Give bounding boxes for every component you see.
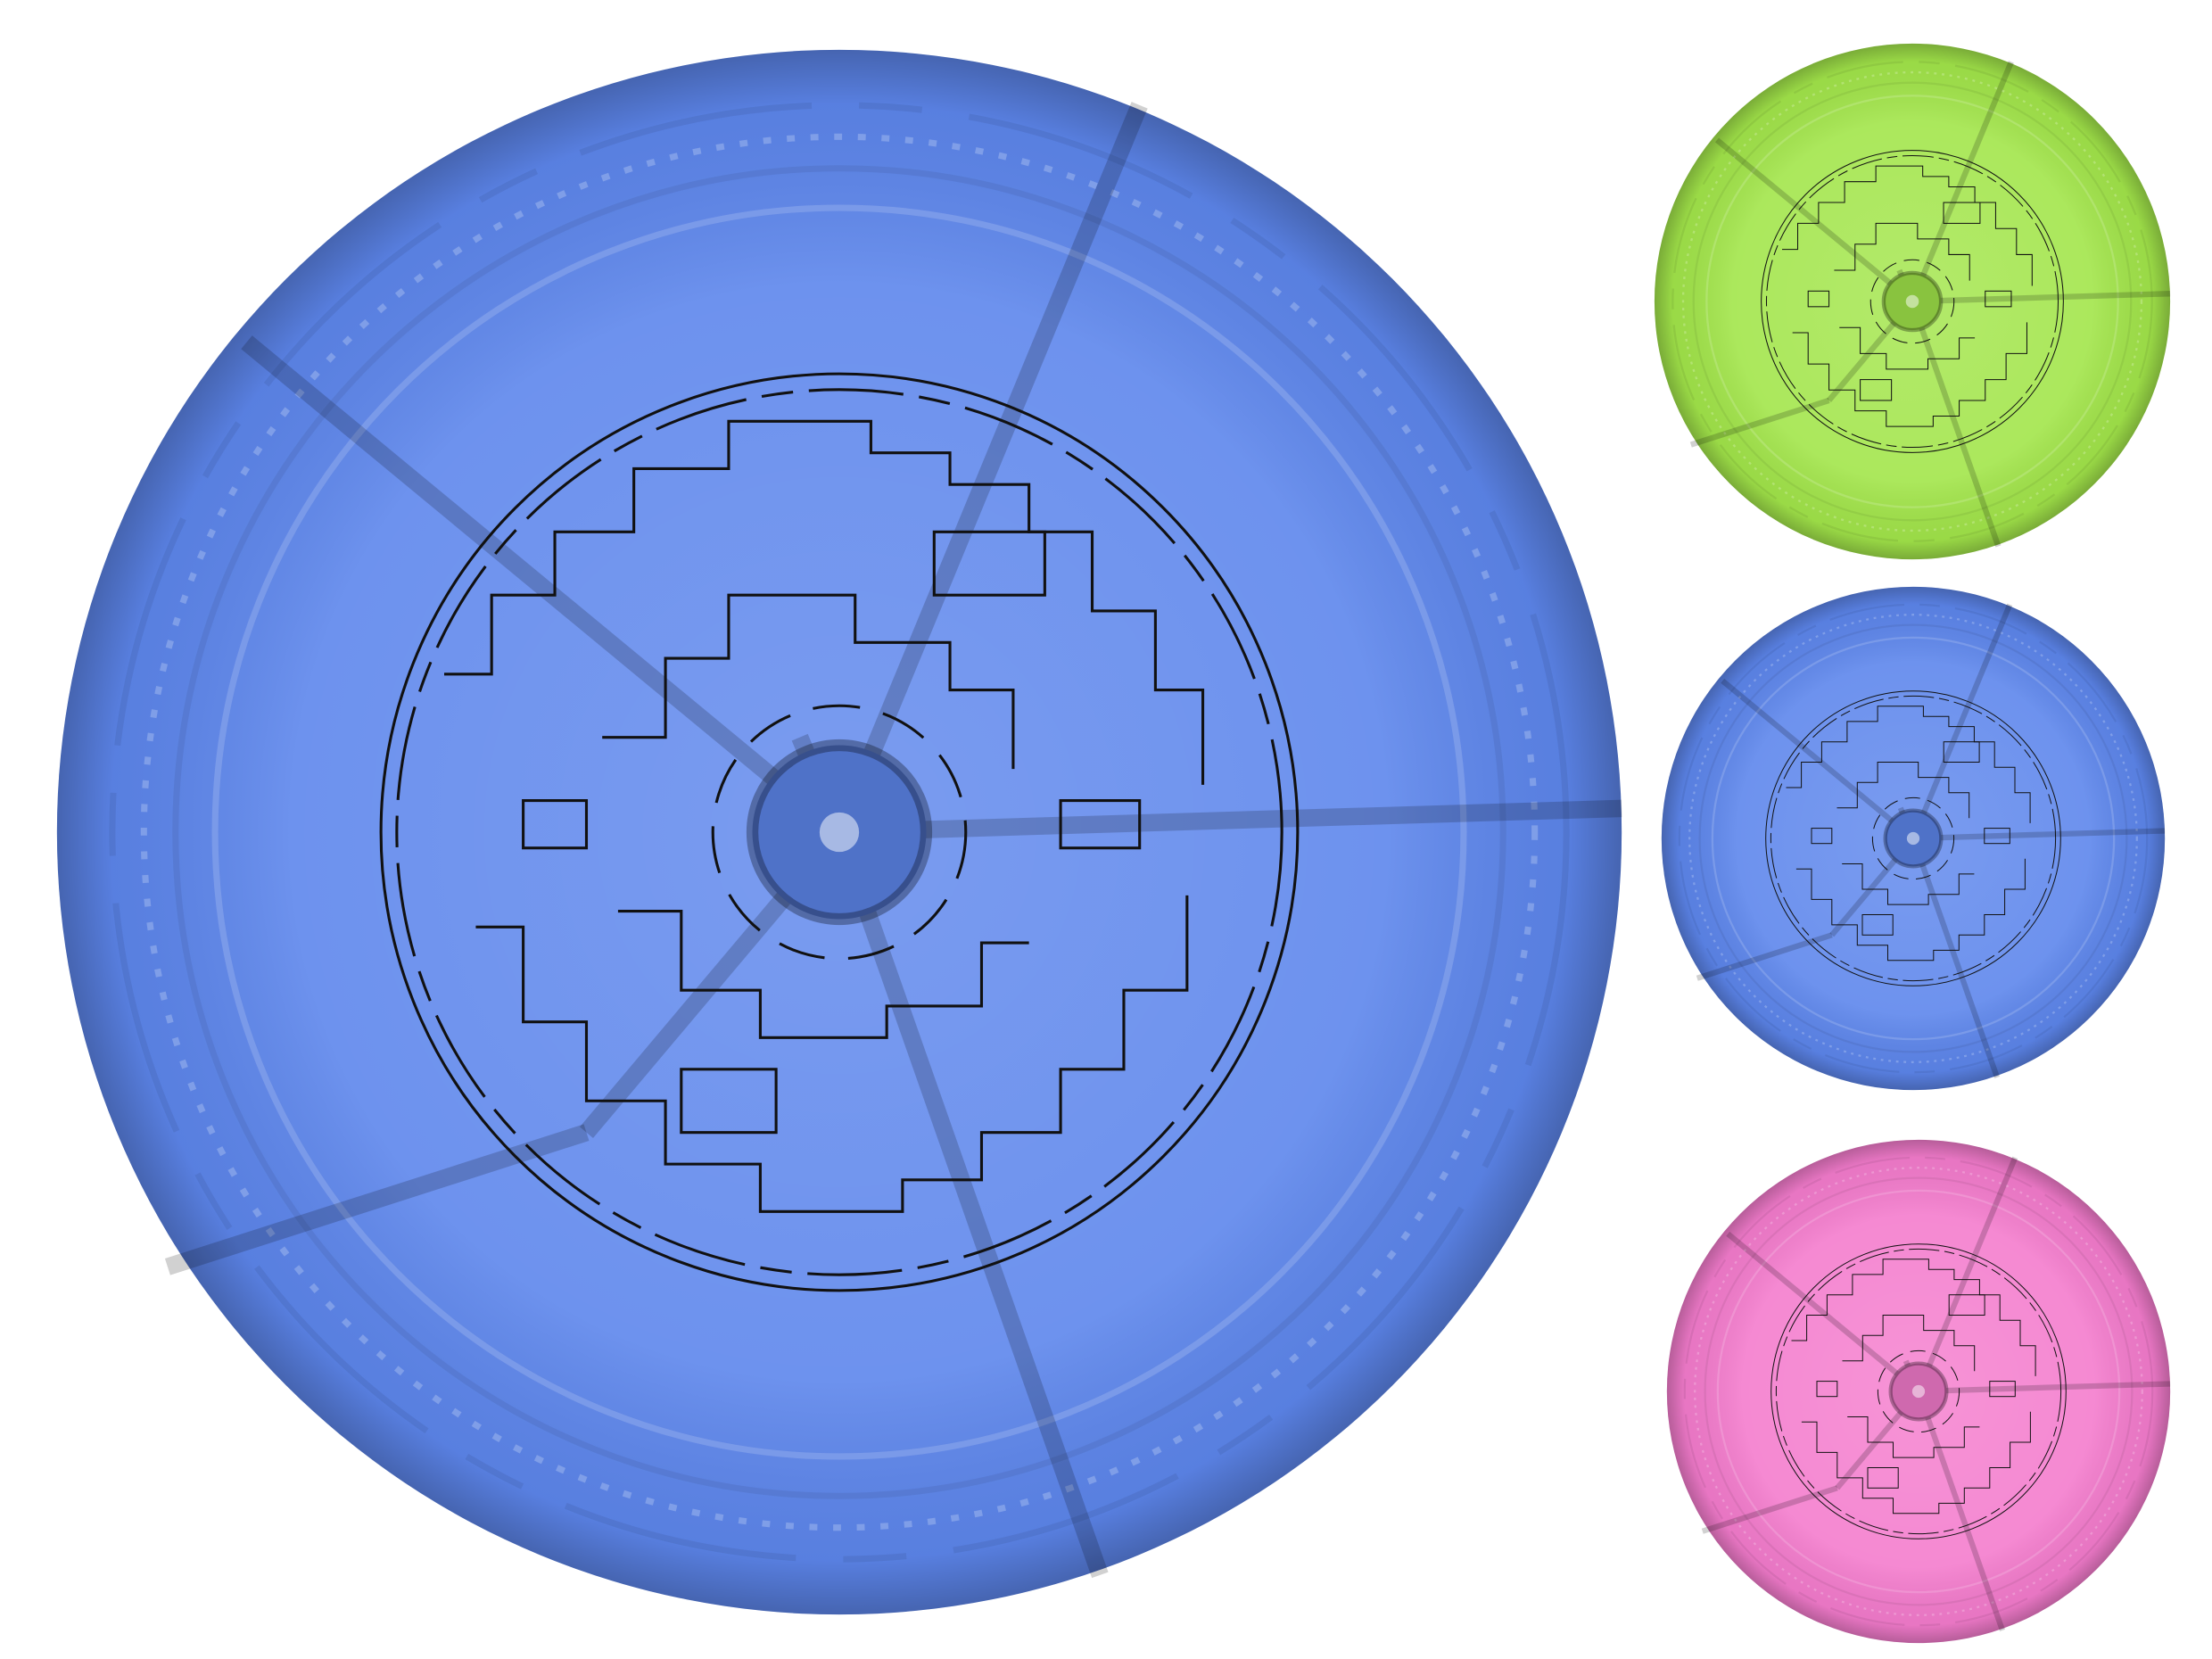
pink-frisbee bbox=[1667, 1140, 2170, 1643]
large-blue-frisbee bbox=[57, 50, 1622, 1614]
blue-frisbee bbox=[1662, 587, 2165, 1090]
green-frisbee bbox=[1655, 44, 2170, 559]
